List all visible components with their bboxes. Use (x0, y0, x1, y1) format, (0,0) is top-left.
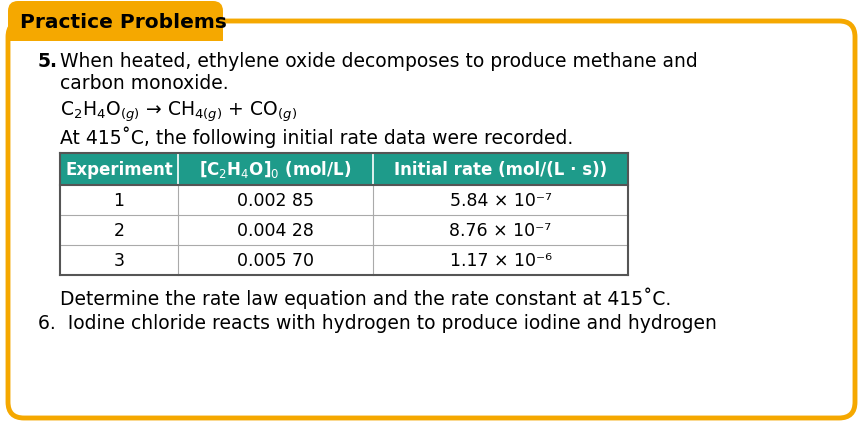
FancyBboxPatch shape (60, 245, 628, 275)
Text: 5.84 × 10⁻⁷: 5.84 × 10⁻⁷ (450, 192, 551, 210)
Text: carbon monoxide.: carbon monoxide. (60, 74, 229, 93)
Text: 0.002 85: 0.002 85 (237, 192, 314, 210)
Text: 3: 3 (114, 251, 124, 269)
Text: 1: 1 (114, 192, 124, 210)
Text: Practice Problems: Practice Problems (20, 14, 227, 32)
FancyBboxPatch shape (8, 22, 855, 418)
Text: 8.76 × 10⁻⁷: 8.76 × 10⁻⁷ (450, 222, 551, 239)
Text: 1.17 × 10⁻⁶: 1.17 × 10⁻⁶ (450, 251, 551, 269)
FancyBboxPatch shape (8, 28, 223, 42)
Text: When heated, ethylene oxide decomposes to produce methane and: When heated, ethylene oxide decomposes t… (60, 52, 698, 71)
Text: 5.: 5. (38, 52, 58, 71)
Text: Experiment: Experiment (65, 161, 173, 178)
FancyBboxPatch shape (8, 2, 223, 40)
Text: Initial rate (mol/(L · s)): Initial rate (mol/(L · s)) (394, 161, 607, 178)
Text: [C$_2$H$_4$O]$_0$ (mol/L): [C$_2$H$_4$O]$_0$ (mol/L) (199, 159, 351, 180)
FancyBboxPatch shape (60, 154, 628, 186)
Text: At 415˚C, the following initial rate data were recorded.: At 415˚C, the following initial rate dat… (60, 126, 573, 147)
Text: 6.  Iodine chloride reacts with hydrogen to produce iodine and hydrogen: 6. Iodine chloride reacts with hydrogen … (38, 313, 717, 332)
Text: 2: 2 (114, 222, 124, 239)
FancyBboxPatch shape (60, 216, 628, 245)
FancyBboxPatch shape (60, 186, 628, 216)
Text: 0.005 70: 0.005 70 (237, 251, 314, 269)
Text: 0.004 28: 0.004 28 (237, 222, 314, 239)
Text: Determine the rate law equation and the rate constant at 415˚C.: Determine the rate law equation and the … (60, 287, 671, 309)
Text: C$_2$H$_4$O$_{(g)}$ → CH$_{4(g)}$ + CO$_{(g)}$: C$_2$H$_4$O$_{(g)}$ → CH$_{4(g)}$ + CO$_… (60, 100, 297, 124)
